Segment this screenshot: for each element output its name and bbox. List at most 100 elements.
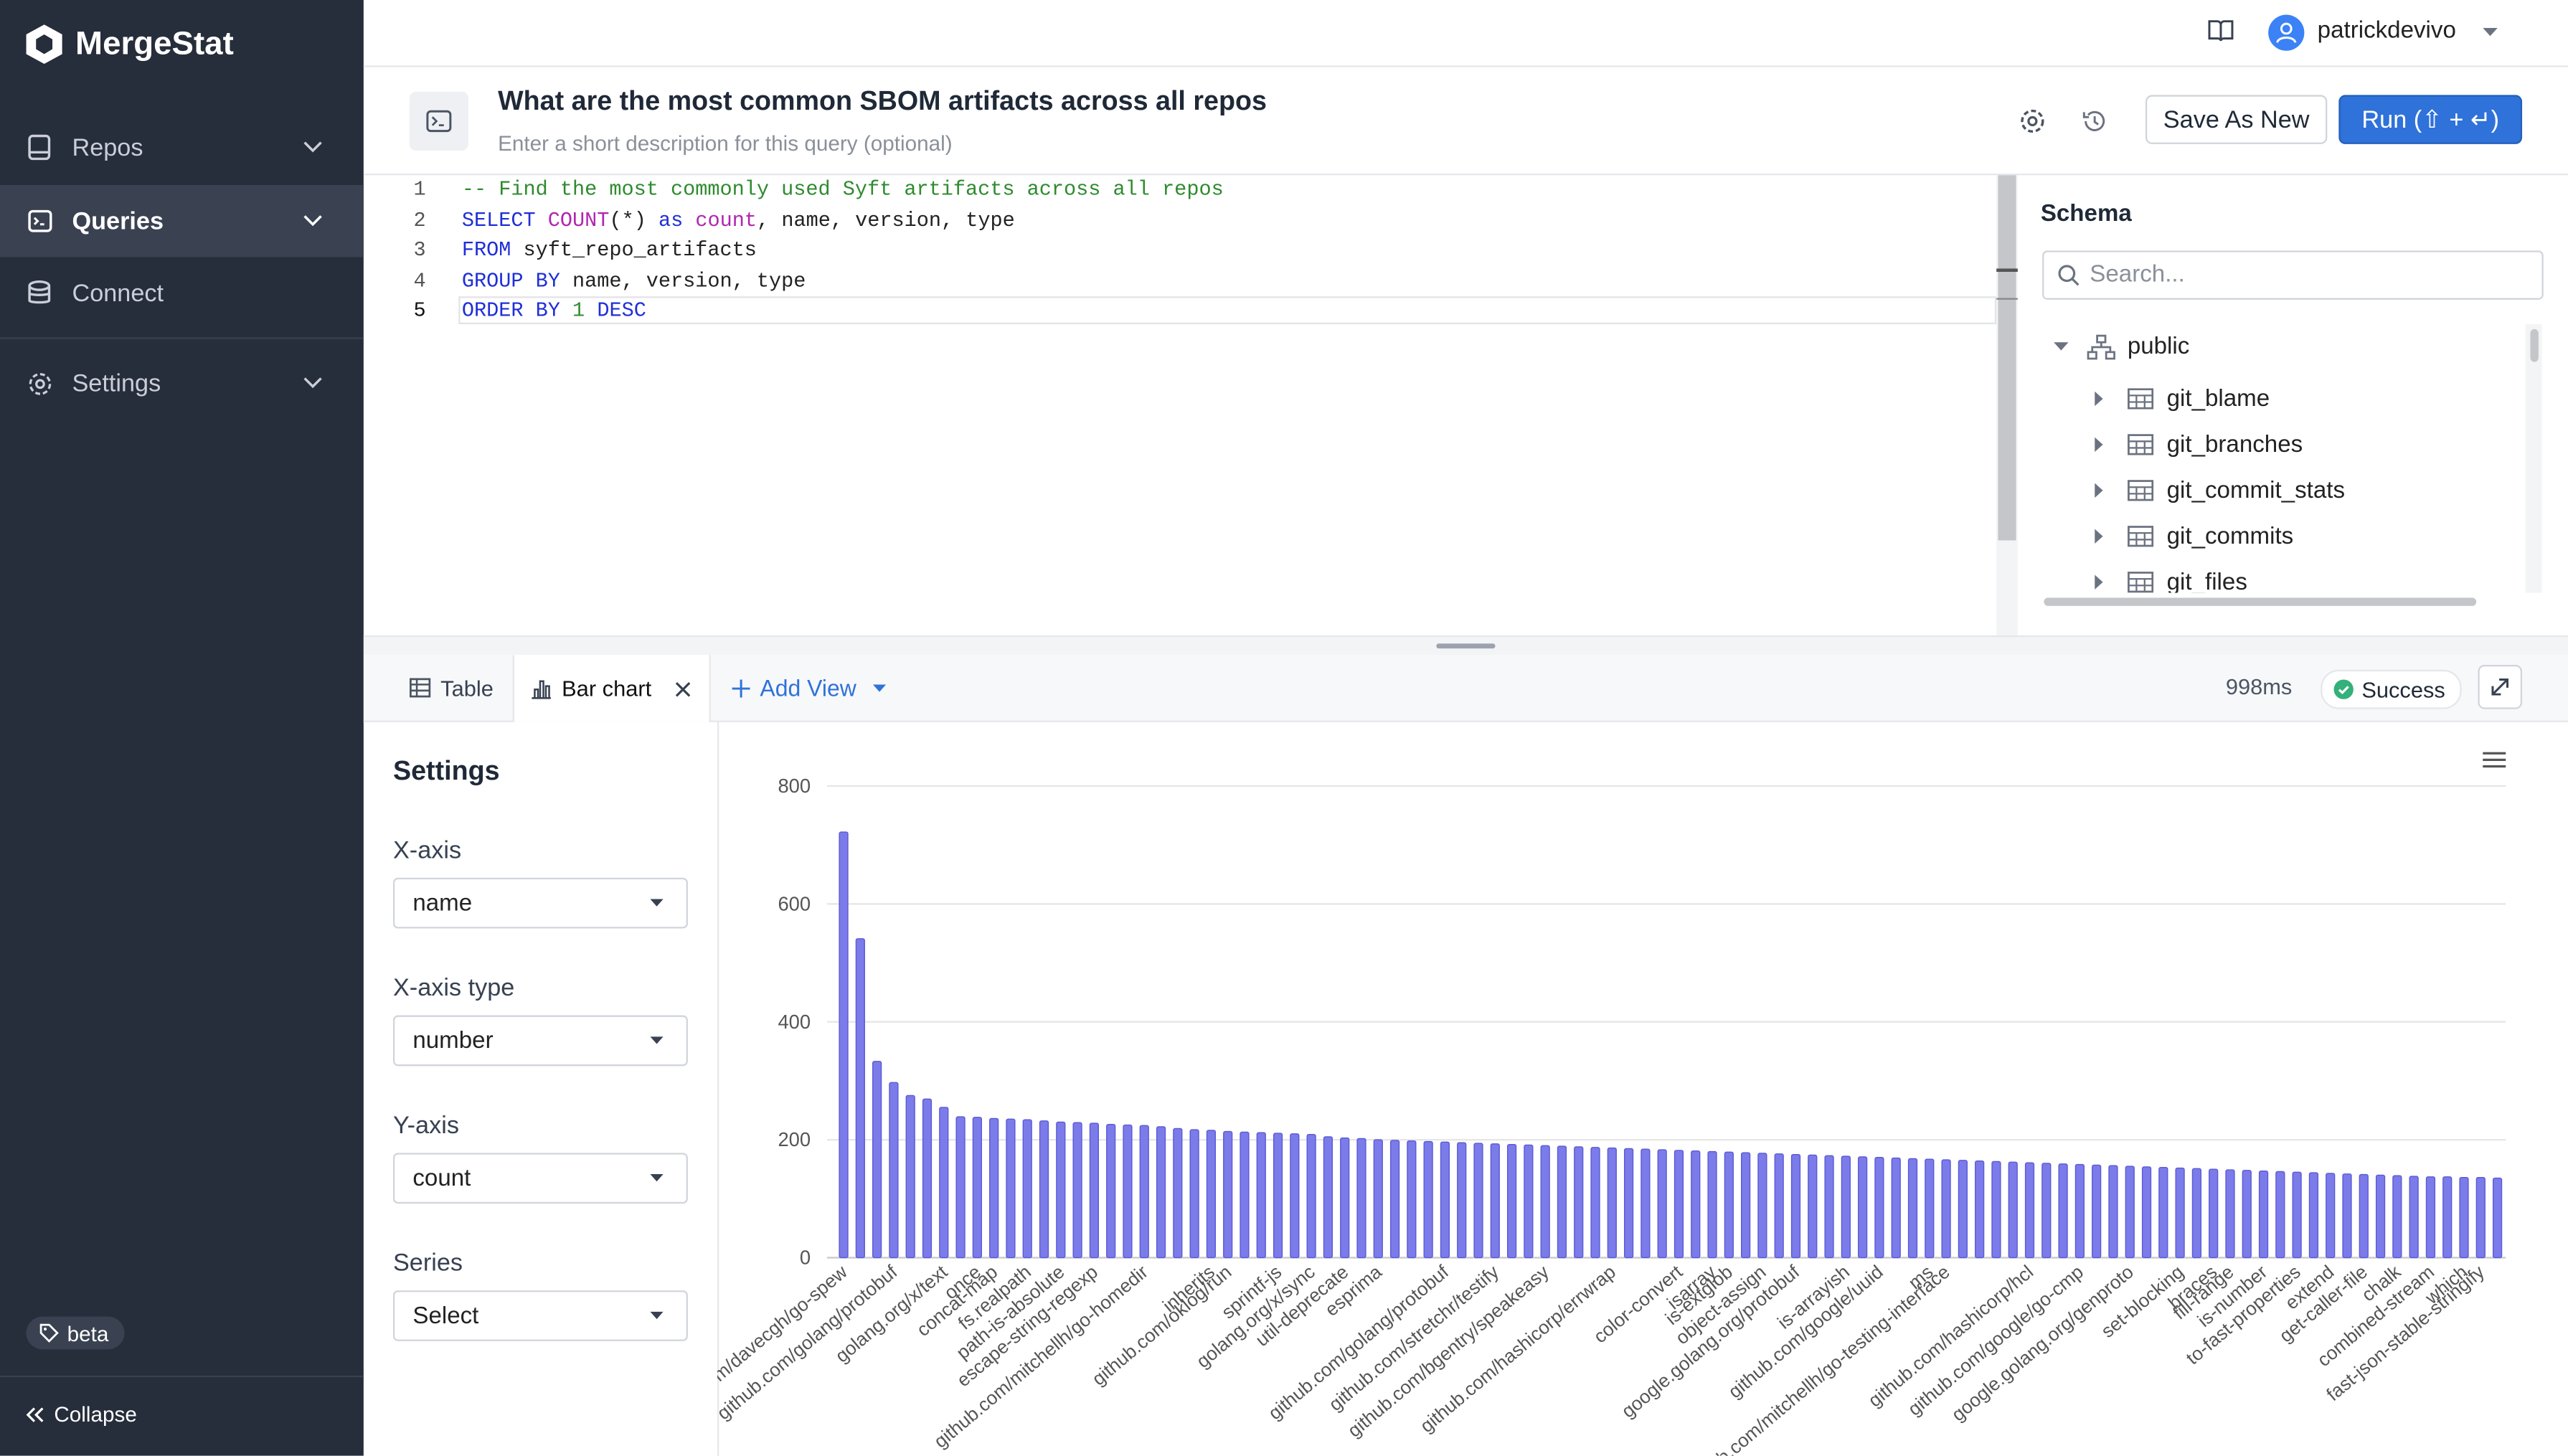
bar [2308, 1172, 2319, 1259]
brand: MergeStat [26, 24, 234, 65]
bar [1540, 1145, 1550, 1259]
y-tick-label: 0 [800, 1247, 811, 1269]
bar [1874, 1157, 1884, 1259]
select-value: name [412, 889, 473, 917]
bar [1674, 1150, 1684, 1259]
code-token: (*) [609, 209, 658, 232]
tree-hscrollbar[interactable] [2044, 597, 2477, 606]
tab[interactable]: Table [410, 655, 494, 720]
chart-menu[interactable] [2483, 752, 2506, 768]
status-label: Success [2361, 677, 2445, 702]
bar [855, 938, 865, 1259]
bar [1440, 1141, 1450, 1259]
schema-title: Schema [2040, 201, 2132, 228]
line-number: 1 [413, 178, 426, 202]
select[interactable]: Select [392, 1290, 688, 1341]
bar [872, 1061, 882, 1259]
settings-icon[interactable] [2019, 108, 2046, 135]
search-placeholder: Search... [2090, 262, 2185, 288]
bar [2175, 1167, 2185, 1259]
editor-scrollbar[interactable] [1996, 175, 2018, 635]
bar [1306, 1133, 1316, 1259]
scroll-thumb[interactable] [1998, 175, 2016, 541]
y-tick-label: 800 [778, 775, 811, 797]
select[interactable]: name [392, 877, 688, 929]
bar [1373, 1139, 1383, 1259]
field-label: Series [392, 1249, 463, 1277]
username[interactable]: patrickdevivo [2317, 18, 2456, 44]
code-token: 1 [572, 299, 585, 323]
bar [1691, 1150, 1701, 1259]
tree-label: git_branches [2166, 432, 2303, 459]
code-token: name, version, type [560, 269, 806, 293]
code-editor[interactable]: 1 -- Find the most commonly used Syft art… [364, 175, 1997, 635]
tab-close[interactable] [674, 681, 691, 697]
tree-label: git_commit_stats [2166, 478, 2346, 505]
bar [1022, 1119, 1032, 1259]
nav-item[interactable]: Connect [0, 260, 364, 326]
nav-item[interactable]: Queries [0, 184, 364, 257]
bar [889, 1082, 899, 1259]
bar [2225, 1169, 2235, 1259]
bar [1858, 1156, 1868, 1259]
nav-item[interactable]: Repos [0, 115, 364, 180]
bar [2024, 1162, 2035, 1259]
bar [2492, 1177, 2503, 1259]
tree-scrollbar[interactable] [2525, 324, 2542, 593]
bar [1841, 1155, 1851, 1259]
tree-item[interactable]: git_commit_stats [2041, 468, 2522, 514]
bar [1574, 1146, 1584, 1259]
bar [1557, 1145, 1567, 1259]
bar [989, 1117, 999, 1259]
y-tick-label: 600 [778, 892, 811, 914]
select[interactable]: number [392, 1015, 688, 1067]
add-view-label: Add View [760, 674, 856, 701]
bar [1356, 1138, 1366, 1259]
bar [955, 1116, 966, 1259]
current-line [458, 296, 1997, 325]
query-header: What are the most common SBOM artifacts … [363, 67, 2568, 176]
avatar[interactable] [2268, 14, 2305, 51]
user-caret[interactable] [2483, 27, 2498, 38]
select-value: number [412, 1027, 494, 1054]
history-icon[interactable] [2082, 108, 2108, 135]
schema-search[interactable]: Search... [2042, 250, 2544, 300]
bar [2359, 1173, 2369, 1259]
code: ORDER BY 1 DESC [462, 296, 646, 326]
bar [1607, 1147, 1617, 1259]
y-tick-label: 200 [778, 1128, 811, 1150]
add-view[interactable]: Add View [732, 655, 886, 720]
tab-active[interactable]: Bar chart [512, 655, 711, 722]
status-badge: Success [2321, 669, 2462, 709]
tree-item[interactable]: git_commits [2041, 514, 2522, 560]
bar [2342, 1173, 2352, 1259]
bar [2008, 1161, 2018, 1259]
tree-root[interactable]: public [2041, 324, 2522, 370]
bar [1774, 1153, 1784, 1259]
tree-item[interactable]: git_blame [2041, 377, 2522, 422]
run-button[interactable]: Run (⇧ + ↵) [2338, 95, 2523, 144]
query-description[interactable]: Enter a short description for this query… [498, 131, 953, 156]
collapse-button[interactable]: Collapse [26, 1401, 137, 1427]
bar [2074, 1163, 2085, 1259]
save-button[interactable]: Save As New [2145, 95, 2328, 144]
bar [1623, 1148, 1634, 1259]
bar [1189, 1129, 1199, 1259]
splitter[interactable] [363, 635, 2568, 656]
tree-item[interactable]: git_branches [2041, 422, 2522, 468]
expand-button[interactable] [2478, 664, 2523, 709]
query-title[interactable]: What are the most common SBOM artifacts … [498, 87, 1267, 117]
tree-item[interactable]: git_files [2041, 560, 2522, 593]
scroll-marker [1996, 268, 2018, 273]
bar [1707, 1150, 1717, 1259]
select[interactable]: count [392, 1153, 688, 1204]
badge-label: beta [67, 1320, 109, 1346]
nav-item[interactable]: Settings [0, 351, 364, 416]
docs-icon[interactable] [2208, 19, 2234, 42]
code-token: COUNT [547, 209, 610, 232]
bar [2292, 1171, 2302, 1259]
code-token: count [695, 209, 757, 232]
line-number: 3 [413, 239, 426, 263]
code: SELECT COUNT(*) as count, name, version,… [462, 206, 1015, 235]
